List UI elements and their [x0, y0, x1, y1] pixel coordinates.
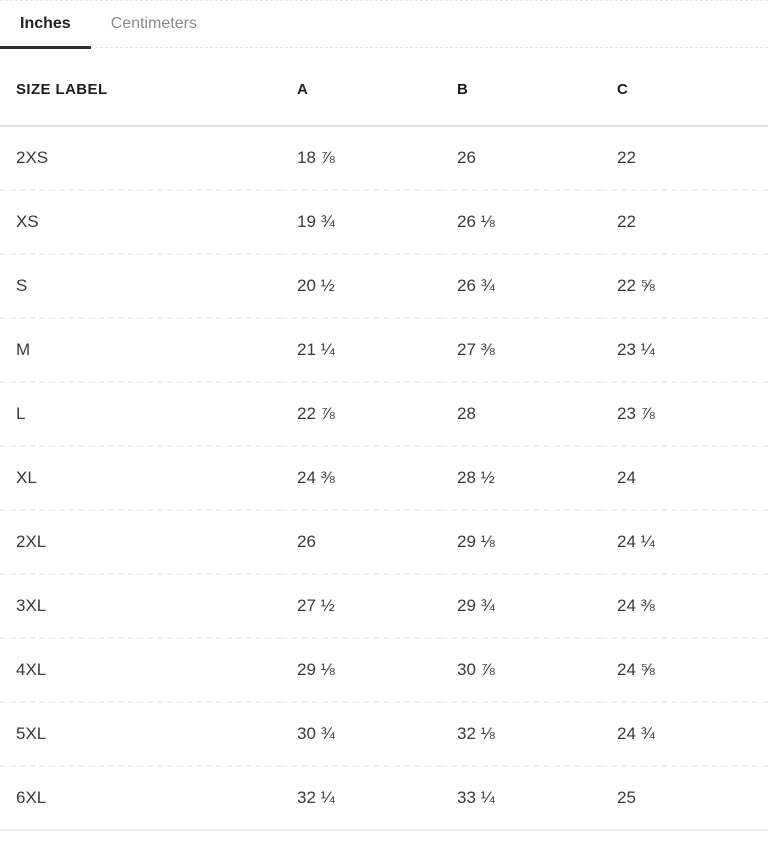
- col-a-cell: 20 ½: [281, 254, 441, 319]
- col-a-cell: 30 ¾: [281, 702, 441, 767]
- size-label-cell: 2XL: [0, 510, 281, 575]
- col-c-cell: 22 ⅝: [601, 254, 768, 319]
- size-row: 5XL 30 ¾ 32 ⅛ 24 ¾: [0, 702, 768, 767]
- col-a-cell: 18 ⅞: [281, 126, 441, 191]
- size-label-cell: XL: [0, 446, 281, 511]
- col-c-cell: 23 ⅞: [601, 382, 768, 447]
- size-label-cell: 6XL: [0, 766, 281, 831]
- col-b-cell: 29 ⅛: [441, 510, 601, 575]
- col-b-cell: 26 ⅛: [441, 190, 601, 255]
- size-label-cell: 2XS: [0, 126, 281, 191]
- size-row: 3XL 27 ½ 29 ¾ 24 ⅜: [0, 574, 768, 639]
- col-b-cell: 26 ¾: [441, 254, 601, 319]
- size-label-cell: 3XL: [0, 574, 281, 639]
- unit-tab-bar: Inches Centimeters: [0, 0, 768, 49]
- size-row: 6XL 32 ¼ 33 ¼ 25: [0, 766, 768, 831]
- col-a-cell: 19 ¾: [281, 190, 441, 255]
- column-header-b: B: [441, 48, 601, 127]
- col-c-cell: 24 ⅝: [601, 638, 768, 703]
- size-row: 2XS 18 ⅞ 26 22: [0, 126, 768, 191]
- col-a-cell: 21 ¼: [281, 318, 441, 383]
- size-row: L 22 ⅞ 28 23 ⅞: [0, 382, 768, 447]
- tab-centimeters-label: Centimeters: [110, 15, 197, 32]
- col-b-cell: 28 ½: [441, 446, 601, 511]
- col-a-cell: 29 ⅛: [281, 638, 441, 703]
- col-b-cell: 30 ⅞: [441, 638, 601, 703]
- size-chart-table: SIZE LABEL A B C 2XS 18 ⅞ 26 22 XS 19 ¾ …: [0, 48, 768, 831]
- size-label-cell: 4XL: [0, 638, 281, 703]
- size-label-cell: 5XL: [0, 702, 281, 767]
- size-label-cell: M: [0, 318, 281, 383]
- col-b-cell: 26: [441, 126, 601, 191]
- size-row: XS 19 ¾ 26 ⅛ 22: [0, 190, 768, 255]
- col-a-cell: 32 ¼: [281, 766, 441, 831]
- size-row: M 21 ¼ 27 ⅜ 23 ¼: [0, 318, 768, 383]
- header-row: SIZE LABEL A B C: [0, 48, 768, 127]
- size-row: XL 24 ⅜ 28 ½ 24: [0, 446, 768, 511]
- size-label-cell: L: [0, 382, 281, 447]
- col-c-cell: 24: [601, 446, 768, 511]
- col-c-cell: 24 ¾: [601, 702, 768, 767]
- col-b-cell: 28: [441, 382, 601, 447]
- col-a-cell: 27 ½: [281, 574, 441, 639]
- col-b-cell: 29 ¾: [441, 574, 601, 639]
- tab-centimeters[interactable]: Centimeters: [91, 1, 217, 47]
- tab-inches[interactable]: Inches: [0, 1, 91, 49]
- col-a-cell: 22 ⅞: [281, 382, 441, 447]
- col-c-cell: 24 ⅜: [601, 574, 768, 639]
- col-c-cell: 25: [601, 766, 768, 831]
- size-row: 4XL 29 ⅛ 30 ⅞ 24 ⅝: [0, 638, 768, 703]
- col-b-cell: 27 ⅜: [441, 318, 601, 383]
- size-label-cell: XS: [0, 190, 281, 255]
- col-c-cell: 22: [601, 126, 768, 191]
- col-c-cell: 24 ¼: [601, 510, 768, 575]
- tab-inches-label: Inches: [20, 15, 71, 32]
- col-a-cell: 24 ⅜: [281, 446, 441, 511]
- column-header-a: A: [281, 48, 441, 127]
- column-header-c: C: [601, 48, 768, 127]
- size-label-cell: S: [0, 254, 281, 319]
- column-header-size-label: SIZE LABEL: [0, 48, 281, 127]
- size-row: 2XL 26 29 ⅛ 24 ¼: [0, 510, 768, 575]
- col-b-cell: 32 ⅛: [441, 702, 601, 767]
- col-c-cell: 23 ¼: [601, 318, 768, 383]
- col-b-cell: 33 ¼: [441, 766, 601, 831]
- col-a-cell: 26: [281, 510, 441, 575]
- col-c-cell: 22: [601, 190, 768, 255]
- size-row: S 20 ½ 26 ¾ 22 ⅝: [0, 254, 768, 319]
